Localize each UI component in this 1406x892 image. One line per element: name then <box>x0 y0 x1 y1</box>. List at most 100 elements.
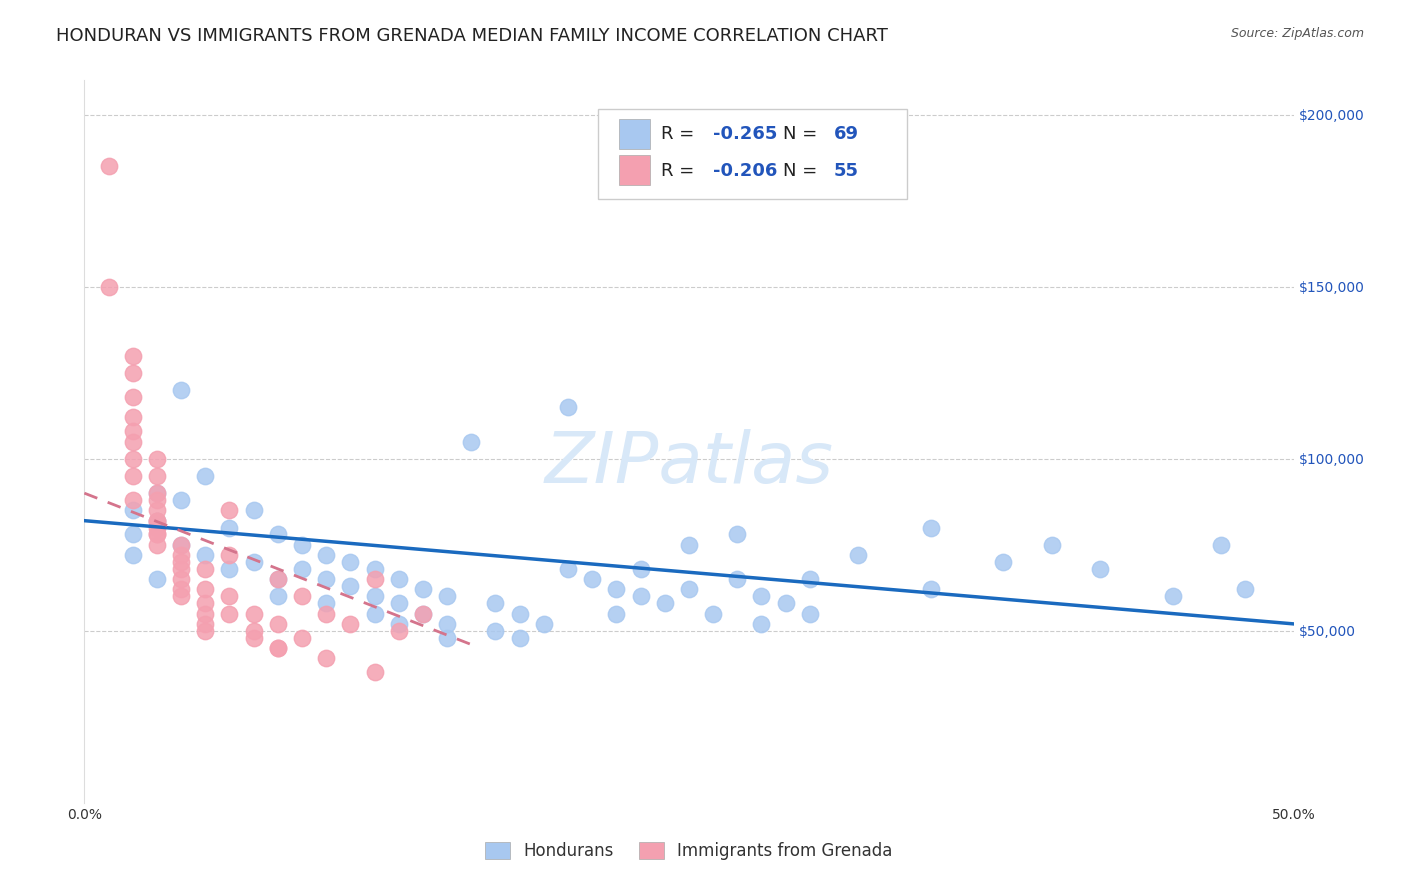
Point <box>170 555 193 569</box>
Text: -0.206: -0.206 <box>713 161 778 179</box>
Point <box>146 527 169 541</box>
Point <box>146 486 169 500</box>
Point <box>194 624 217 638</box>
Point <box>291 562 314 576</box>
Point <box>218 562 240 576</box>
Text: R =: R = <box>661 126 700 144</box>
Point <box>363 607 385 621</box>
Point <box>460 434 482 449</box>
FancyBboxPatch shape <box>619 154 650 185</box>
Point <box>1040 538 1063 552</box>
Point <box>339 555 361 569</box>
Point <box>799 607 821 621</box>
Point <box>170 582 193 597</box>
Point <box>121 548 143 562</box>
Point <box>194 596 217 610</box>
Point <box>605 582 627 597</box>
Point <box>388 596 411 610</box>
Legend: Hondurans, Immigrants from Grenada: Hondurans, Immigrants from Grenada <box>478 835 900 867</box>
Text: 55: 55 <box>834 161 859 179</box>
Text: HONDURAN VS IMMIGRANTS FROM GRENADA MEDIAN FAMILY INCOME CORRELATION CHART: HONDURAN VS IMMIGRANTS FROM GRENADA MEDI… <box>56 27 889 45</box>
Point <box>121 469 143 483</box>
Point <box>218 590 240 604</box>
Point <box>339 579 361 593</box>
Point <box>339 616 361 631</box>
Text: R =: R = <box>661 161 700 179</box>
Point <box>194 469 217 483</box>
Point <box>121 503 143 517</box>
Point <box>242 607 264 621</box>
Point <box>315 651 337 665</box>
Text: 69: 69 <box>834 126 859 144</box>
Point <box>146 514 169 528</box>
Point <box>363 665 385 679</box>
Point <box>146 451 169 466</box>
Point <box>267 590 290 604</box>
Point <box>121 527 143 541</box>
Point <box>218 548 240 562</box>
Point <box>484 624 506 638</box>
Point <box>725 572 748 586</box>
Point <box>194 616 217 631</box>
Point <box>557 562 579 576</box>
Point <box>363 562 385 576</box>
Point <box>315 572 337 586</box>
Point <box>121 349 143 363</box>
Point <box>678 582 700 597</box>
Point <box>436 616 458 631</box>
Point <box>170 538 193 552</box>
Point <box>267 640 290 655</box>
Point <box>121 390 143 404</box>
Point <box>121 434 143 449</box>
Point <box>315 596 337 610</box>
Point <box>388 624 411 638</box>
Point <box>146 493 169 508</box>
Point <box>218 520 240 534</box>
Point <box>242 631 264 645</box>
Point <box>146 469 169 483</box>
Point <box>363 572 385 586</box>
Point <box>846 548 869 562</box>
Point <box>630 590 652 604</box>
Point <box>436 590 458 604</box>
Point <box>170 562 193 576</box>
Point <box>678 538 700 552</box>
Point <box>146 514 169 528</box>
Text: N =: N = <box>783 126 824 144</box>
Point <box>315 607 337 621</box>
Point <box>775 596 797 610</box>
Point <box>412 607 434 621</box>
Point <box>170 493 193 508</box>
FancyBboxPatch shape <box>599 109 907 200</box>
Point <box>194 562 217 576</box>
Point <box>170 590 193 604</box>
Point <box>146 538 169 552</box>
Point <box>170 383 193 397</box>
Point <box>993 555 1015 569</box>
Point <box>146 572 169 586</box>
Point <box>388 572 411 586</box>
Point <box>146 527 169 541</box>
Point <box>97 159 120 173</box>
Point <box>533 616 555 631</box>
FancyBboxPatch shape <box>619 119 650 149</box>
Point <box>267 640 290 655</box>
Text: N =: N = <box>783 161 824 179</box>
Point <box>146 520 169 534</box>
Point <box>242 503 264 517</box>
Point <box>1209 538 1232 552</box>
Point <box>388 616 411 631</box>
Point <box>170 572 193 586</box>
Point <box>194 607 217 621</box>
Point <box>509 607 531 621</box>
Point <box>218 607 240 621</box>
Point <box>291 631 314 645</box>
Point <box>146 514 169 528</box>
Point <box>121 410 143 425</box>
Point <box>242 624 264 638</box>
Point <box>170 548 193 562</box>
Point <box>799 572 821 586</box>
Point <box>242 555 264 569</box>
Point <box>1234 582 1257 597</box>
Point <box>218 503 240 517</box>
